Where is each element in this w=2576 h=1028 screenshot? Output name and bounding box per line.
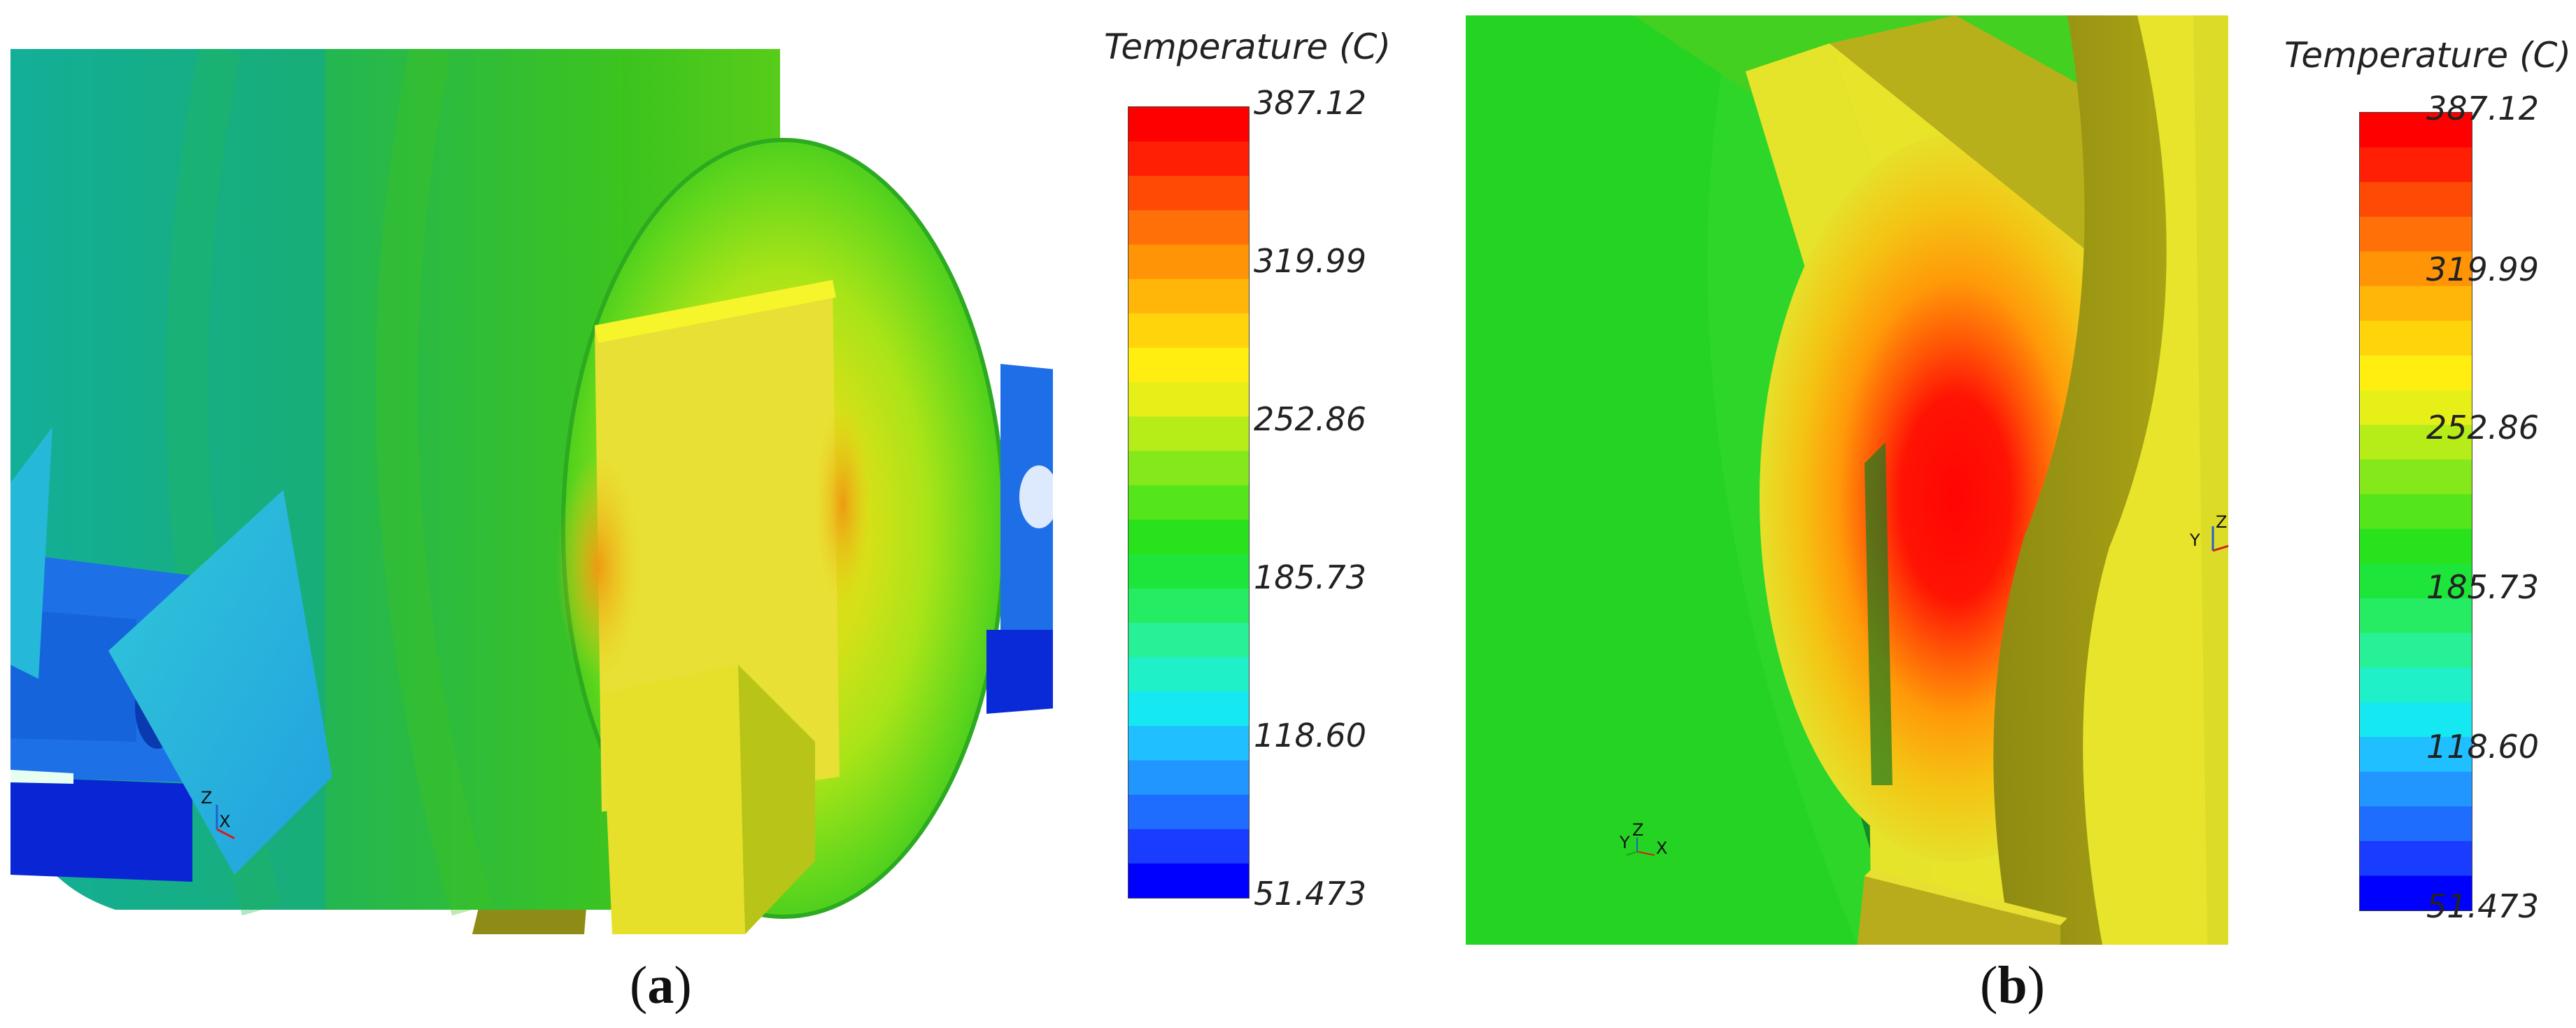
colorbar-tick-a-0: 387.12 [1254, 84, 1366, 122]
colorbar-step [2360, 321, 2472, 356]
axis-triad-b: Z X Y [2189, 512, 2228, 552]
colorbar-tick-a-1: 319.99 [1254, 242, 1366, 280]
colorbar-step [1128, 554, 1249, 589]
thermal-render-b: Z X Y Z X Y [1466, 15, 2228, 945]
colorbar-title-a: Temperature (C) [1104, 27, 1391, 67]
colorbar-step [1128, 210, 1249, 246]
colorbar-step [1128, 794, 1249, 830]
colorbar-step [1128, 382, 1249, 417]
colorbar-tick-a-3: 185.73 [1254, 558, 1366, 596]
triad-b-small-z: Z [1632, 820, 1643, 840]
colorbar-step [2360, 737, 2472, 773]
colorbar-tick-a-2: 252.86 [1254, 400, 1366, 438]
colorbar-step [2360, 668, 2472, 703]
colorbar-step [1128, 416, 1249, 451]
colorbar-step [2360, 355, 2472, 391]
colorbar-step [2360, 598, 2472, 634]
colorbar-step [2360, 390, 2472, 425]
caption-b: (b) [1980, 956, 2045, 1015]
colorbar-step [1128, 347, 1249, 383]
triad-b-z: Z [2216, 512, 2227, 532]
colorbar-step [2360, 251, 2472, 287]
colorbar-step [2360, 286, 2472, 321]
colorbar-step [1128, 726, 1249, 761]
colorbar-tick-b-2: 252.86 [2426, 409, 2539, 446]
axis-triad-a: Z X [201, 788, 235, 840]
colorbar-step [2360, 425, 2472, 460]
caption-a: (a) [630, 956, 692, 1015]
colorbar-step [2360, 113, 2472, 148]
colorbar-tick-b-3: 185.73 [2426, 568, 2539, 606]
colorbar-step [1128, 760, 1249, 796]
colorbar-step [1128, 279, 1249, 314]
colorbar-step [1128, 519, 1249, 555]
colorbar-tick-b-0: 387.12 [2426, 90, 2539, 127]
colorbar-step [2360, 771, 2472, 807]
triad-b-y: Y [2189, 530, 2200, 550]
colorbar-step [1128, 691, 1249, 726]
panel-a: Z X Temperature (C) 387.12 319.99 252.86… [10, 27, 1391, 1015]
colorbar-step [1128, 244, 1249, 280]
colorbar-a [1128, 106, 1250, 899]
colorbar-step [1128, 313, 1249, 348]
colorbar-step [2360, 563, 2472, 599]
colorbar-tick-b-4: 118.60 [2426, 728, 2539, 766]
colorbar-step [2360, 702, 2472, 738]
colorbar-step [2360, 147, 2472, 183]
colorbar-step [2360, 528, 2472, 564]
colorbar-step [2360, 875, 2472, 910]
colorbar-step [2360, 633, 2472, 668]
colorbar-step [2360, 216, 2472, 252]
colorbar-step [2360, 840, 2472, 877]
triad-b-small-x: X [1656, 838, 1667, 858]
triad-x-label: X [219, 812, 230, 831]
colorbar-step [1128, 657, 1249, 692]
colorbar-step [1128, 176, 1249, 211]
colorbar-tick-b-1: 319.99 [2426, 251, 2539, 288]
colorbar-step [1128, 622, 1249, 658]
colorbar-step [1128, 451, 1249, 486]
colorbar-step [2360, 182, 2472, 218]
colorbar-tick-b-5: 51.473 [2426, 887, 2539, 925]
colorbar-step [1128, 863, 1249, 898]
triad-z-label: Z [201, 788, 212, 808]
colorbar-tick-a-5: 51.473 [1254, 875, 1366, 913]
axis-triad-b-small: Z X Y [1619, 820, 1667, 858]
colorbar-step [2360, 494, 2472, 530]
colorbar-step [2360, 459, 2472, 495]
colorbar-step [1128, 829, 1249, 864]
thermal-render-a: Z X [10, 49, 1053, 934]
colorbar-step [1128, 141, 1249, 176]
colorbar-title-b: Temperature (C) [2284, 35, 2571, 76]
colorbar-tick-a-4: 118.60 [1254, 717, 1366, 754]
colorbar-step [2360, 806, 2472, 842]
panel-b: Z X Y Z X Y Temperature (C) 387.12 319.9… [1399, 0, 2576, 1028]
triad-b-small-y: Y [1619, 833, 1630, 852]
colorbar-step [1128, 588, 1249, 624]
colorbar-b [2359, 112, 2472, 911]
colorbar-step [1128, 107, 1249, 142]
colorbar-step [1128, 485, 1249, 521]
